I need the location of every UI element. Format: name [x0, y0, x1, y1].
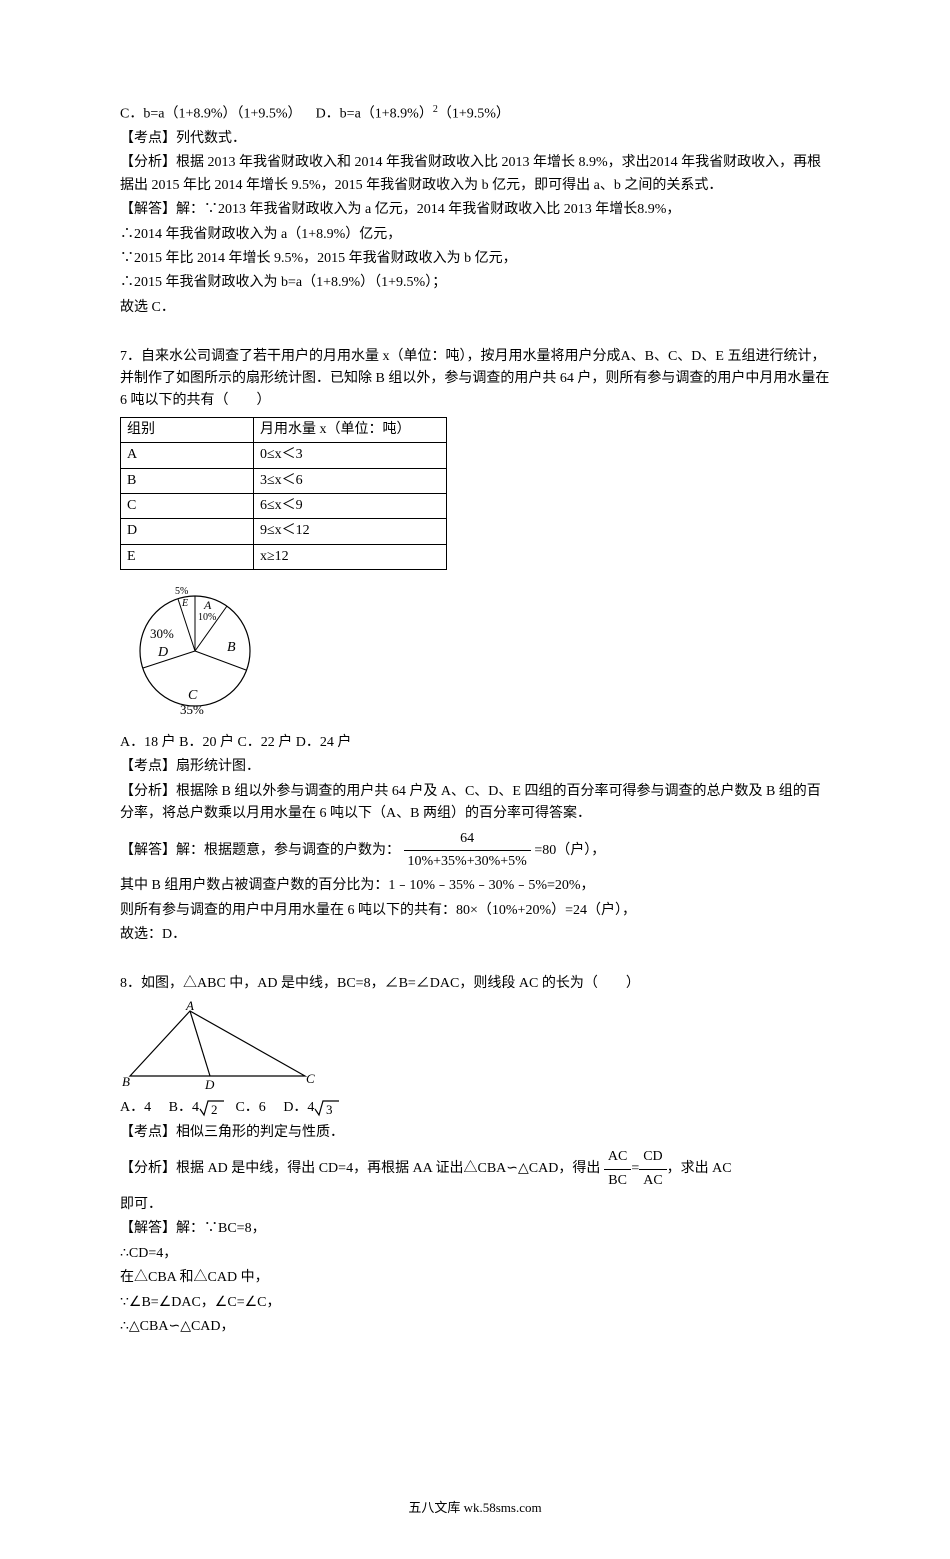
triangle-label-d: D [204, 1077, 215, 1091]
q8-topic: 【考点】相似三角形的判定与性质． [120, 1122, 830, 1144]
q8-analysis-pre: 【分析】根据 AD 是中线，得出 CD=4，再根据 AA 证出△CBA∽△CAD… [120, 1161, 600, 1176]
q8-option-c: C．6 [235, 1100, 265, 1115]
table-cell: D [121, 519, 254, 544]
q8-solve-5: ∴△CBA∽△CAD， [120, 1316, 830, 1338]
pie-label-a: A [203, 598, 212, 612]
q8-solve-4: ∵∠B=∠DAC，∠C=∠C， [120, 1292, 830, 1314]
q8-solve-1: 【解答】解：∵BC=8， [120, 1218, 830, 1240]
fraction: CD AC [639, 1146, 666, 1192]
q8-options: A．4 B．4 2 C．6 D．4 3 [120, 1097, 830, 1119]
table-cell: 0≤x＜3 [254, 443, 447, 468]
q6-option-c: C．b=a（1+8.9%）（1+9.5%） [120, 107, 302, 122]
q6-analysis: 【分析】根据 2013 年我省财政收入和 2014 年我省财政收入比 2013 … [120, 152, 830, 197]
q8-stem: 8．如图，△ABC 中，AD 是中线，BC=8，∠B=∠DAC，则线段 AC 的… [120, 973, 830, 995]
q7-analysis: 【分析】根据除 B 组以外参与调查的用户共 64 户及 A、C、D、E 四组的百… [120, 781, 830, 826]
sqrt-icon: 3 [314, 1099, 340, 1117]
pie-label-d-pct: 30% [150, 626, 174, 641]
q8-analysis-tail: 即可． [120, 1194, 830, 1216]
q7-stem: 7．自来水公司调查了若干用户的月用水量 x（单位：吨），按月用水量将用户分成A、… [120, 346, 830, 413]
fraction: AC BC [604, 1146, 631, 1192]
pie-label-a-pct: 10% [198, 612, 216, 623]
table-cell: E [121, 544, 254, 569]
fraction-num: AC [604, 1146, 631, 1169]
q7-table: 组别 月用水量 x（单位：吨） A0≤x＜3 B3≤x＜6 C6≤x＜9 D9≤… [120, 417, 447, 570]
pie-label-c-pct: 35% [180, 702, 204, 717]
q6-topic: 【考点】列代数式． [120, 128, 830, 150]
equals: = [631, 1161, 639, 1176]
q8-triangle-figure: A B C D [120, 1001, 830, 1091]
q7-options: A．18 户 B．20 户 C．22 户 D．24 户 [120, 732, 830, 754]
sqrt-icon: 2 [199, 1099, 225, 1117]
q8-option-a: A．4 [120, 1100, 151, 1115]
triangle-label-a: A [185, 1001, 194, 1013]
fraction-den: BC [604, 1170, 631, 1192]
q8-analysis: 【分析】根据 AD 是中线，得出 CD=4，再根据 AA 证出△CBA∽△CAD… [120, 1146, 830, 1192]
table-cell: A [121, 443, 254, 468]
q6-options: C．b=a（1+8.9%）（1+9.5%） D．b=a（1+8.9%）2（1+9… [120, 102, 830, 126]
page-footer: 五八文库 wk.58sms.com [120, 1498, 830, 1519]
q6-solve-5: 故选 C． [120, 297, 830, 319]
q7-solve-3: 则所有参与调查的用户中月用水量在 6 吨以下的共有：80×（10%+20%）=2… [120, 900, 830, 922]
q6-option-d-tail: （1+9.5%） [438, 107, 510, 122]
pie-label-d: D [157, 645, 168, 660]
q7-solve-post: =80（户）， [534, 843, 605, 858]
table-cell: 3≤x＜6 [254, 468, 447, 493]
q8-option-d: D．4 [283, 1100, 314, 1115]
triangle-label-c: C [306, 1071, 315, 1086]
fraction: 64 10%+35%+30%+5% [404, 828, 531, 874]
q7-solve-pre: 【解答】解：根据题意，参与调查的户数为： [120, 843, 400, 858]
triangle-label-b: B [122, 1074, 130, 1089]
q8-solve-2: ∴CD=4， [120, 1243, 830, 1265]
fraction-num: 64 [404, 828, 531, 851]
q6-option-d-prefix: D．b=a（1+8.9%） [316, 107, 433, 122]
pie-label-c: C [188, 688, 198, 703]
table-cell: C [121, 493, 254, 518]
q8-analysis-post: ，求出 AC [667, 1161, 732, 1176]
q7-solve-2: 其中 B 组用户数占被调查户数的百分比为：1﹣10%﹣35%﹣30%﹣5%=20… [120, 875, 830, 897]
pie-label-b: B [227, 640, 236, 655]
fraction-den: 10%+35%+30%+5% [404, 851, 531, 873]
q7-topic: 【考点】扇形统计图． [120, 756, 830, 778]
table-cell: 9≤x＜12 [254, 519, 447, 544]
q6-solve-3: ∵2015 年比 2014 年增长 9.5%，2015 年我省财政收入为 b 亿… [120, 248, 830, 270]
q7-table-h1: 组别 [121, 417, 254, 442]
pie-label-e: E [181, 598, 188, 609]
fraction-num: CD [639, 1146, 666, 1169]
fraction-den: AC [639, 1170, 666, 1192]
table-cell: B [121, 468, 254, 493]
sqrt-3: 3 [326, 1102, 333, 1117]
q6-solve-1: 【解答】解：∵2013 年我省财政收入为 a 亿元，2014 年我省财政收入比 … [120, 199, 830, 221]
q7-solve-4: 故选：D． [120, 924, 830, 946]
pie-label-e-pct: 5% [175, 586, 188, 597]
table-cell: x≥12 [254, 544, 447, 569]
sqrt-2: 2 [211, 1102, 218, 1117]
q6-solve-2: ∴2014 年我省财政收入为 a（1+8.9%）亿元， [120, 224, 830, 246]
q7-solve-line: 【解答】解：根据题意，参与调查的户数为： 64 10%+35%+30%+5% =… [120, 828, 830, 874]
q6-solve-4: ∴2015 年我省财政收入为 b=a（1+8.9%）（1+9.5%）； [120, 272, 830, 294]
q8-solve-3: 在△CBA 和△CAD 中， [120, 1267, 830, 1289]
q7-pie-chart: A 10% E 5% B 30% D C 35% [120, 576, 830, 726]
q7-table-h2: 月用水量 x（单位：吨） [254, 417, 447, 442]
q8-option-b: B．4 [169, 1100, 199, 1115]
table-cell: 6≤x＜9 [254, 493, 447, 518]
